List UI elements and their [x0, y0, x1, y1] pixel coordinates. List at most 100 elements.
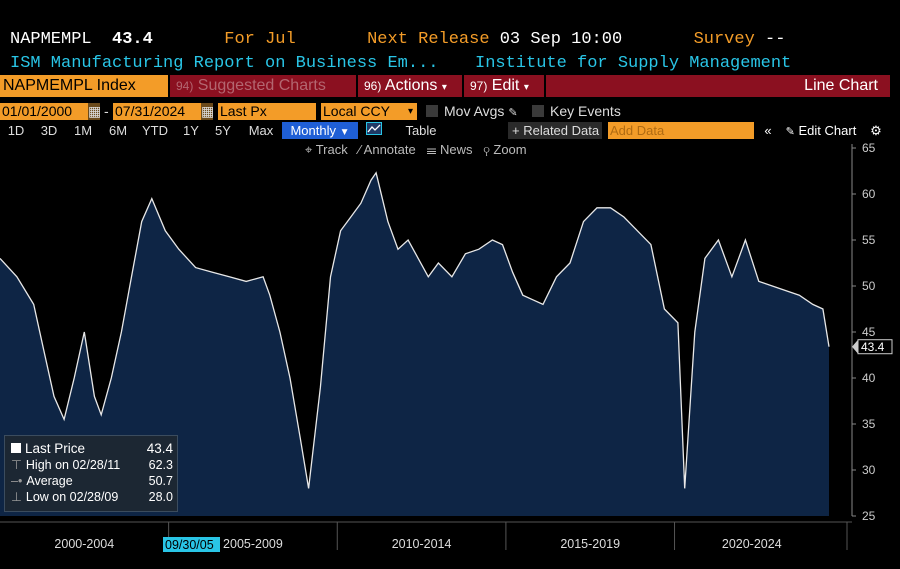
annotate-icon: ∕ [358, 142, 361, 157]
mov-avgs-label: Mov Avgs [444, 103, 505, 119]
gear-icon[interactable]: ⚙ [870, 123, 882, 138]
x-period-label: 2020-2024 [722, 537, 782, 551]
end-date-input[interactable]: 07/31/2024 [113, 103, 201, 120]
date-separator: - [104, 103, 109, 119]
actions-menu[interactable]: 96) Actions ▾ [358, 75, 462, 97]
source-name[interactable]: Institute for Supply Management [475, 54, 792, 73]
cursor-date-box [163, 537, 220, 552]
y-tick-label: 45 [862, 325, 876, 339]
suggested-num: 94) [176, 79, 194, 93]
field-select[interactable]: Last Px [218, 103, 316, 120]
crosshair-icon: ⌖ [305, 142, 313, 157]
legend-high: ⊤ High on 02/28/11 62.3 [11, 457, 175, 473]
chevron-down-icon: ▾ [523, 82, 529, 93]
suggested-charts-button[interactable]: 94) Suggested Charts [170, 75, 356, 97]
legend-last-label: Last Price [25, 441, 86, 456]
y-tick-label: 60 [862, 187, 876, 201]
actions-num: 96) [364, 79, 382, 93]
news-icon: ☰ [426, 142, 437, 157]
series-area [0, 172, 829, 517]
series-description[interactable]: ISM Manufacturing Report on Business Em.… [10, 54, 439, 73]
calendar-icon[interactable]: ▦ [201, 103, 215, 120]
legend-last-value: 43.4 [146, 441, 173, 456]
security-field[interactable]: NAPMEMPL Index [0, 75, 168, 97]
news-tool[interactable]: ☰ News [427, 142, 473, 157]
track-label: Track [315, 142, 348, 157]
legend-low: ⊥ Low on 02/28/09 28.0 [11, 489, 175, 505]
mov-avgs-toggle[interactable]: Mov Avgs ✎ [426, 103, 518, 119]
toolbar-ranges: 1D 3D 1M 6M YTD 1Y 5Y Max Monthly ▼ Tabl… [0, 122, 890, 139]
frequency-select[interactable]: Monthly ▼ [282, 122, 358, 139]
track-tool[interactable]: ⌖ Track [305, 142, 348, 157]
actions-label: Actions [384, 77, 438, 94]
legend-low-label: Low on 02/28/09 [25, 490, 119, 504]
currency-select[interactable]: Local CCY ▾ [321, 103, 417, 120]
line-chart-icon[interactable] [362, 122, 386, 139]
header-line-1: NAPMEMPL 43.4 For Jul Next Release 03 Se… [10, 30, 785, 49]
range-ytd[interactable]: YTD [142, 123, 168, 138]
pencil-icon: ✎ [785, 126, 795, 138]
chevron-down-icon: ▾ [407, 106, 413, 117]
edit-chart-button[interactable]: ✎ Edit Chart [780, 122, 862, 139]
table-button[interactable]: Table [405, 123, 437, 138]
survey-label: Survey [693, 30, 755, 49]
zoom-tool[interactable]: ⚲ Zoom [483, 142, 526, 157]
range-6m[interactable]: 6M [108, 123, 128, 138]
last-value-label: 43.4 [861, 340, 885, 354]
chart-tools: ⌖ Track ∕ Annotate ☰ News ⚲ Zoom [305, 142, 527, 159]
range-3d[interactable]: 3D [40, 123, 58, 138]
for-period: Jul [265, 30, 296, 49]
edit-label: Edit [491, 77, 520, 94]
edit-num: 97) [470, 79, 488, 93]
line-chart[interactable]: 25 30 35 40 45 50 55 60 65 43.4 2000-2004 2005-2009… [0, 138, 900, 558]
y-tick-label: 25 [862, 509, 876, 523]
x-period-label: 2005-2009 [223, 537, 283, 551]
zoom-icon: ⚲ [483, 142, 490, 157]
edit-chart-label: Edit Chart [798, 123, 857, 138]
start-date-input[interactable]: 01/01/2000 [0, 103, 88, 120]
header-line-2: ISM Manufacturing Report on Business Em.… [10, 54, 890, 73]
x-period-label: 2000-2004 [54, 537, 114, 551]
chevron-down-icon: ▼ [339, 127, 350, 138]
y-tick-label: 35 [862, 417, 876, 431]
news-label: News [439, 142, 473, 157]
y-tick-label: 55 [862, 233, 876, 247]
chart-type-label[interactable]: Line Chart [546, 75, 890, 97]
next-release-value: 03 Sep 10:00 [499, 30, 623, 49]
collapse-icon[interactable]: « [764, 123, 772, 138]
y-tick-label: 50 [862, 279, 876, 293]
range-max[interactable]: Max [248, 123, 274, 138]
average-marker-icon: –• [11, 474, 23, 488]
x-period-label: 2010-2014 [392, 537, 452, 551]
suggested-label: Suggested Charts [197, 77, 326, 94]
chevron-down-icon: ▾ [441, 82, 447, 93]
annotate-label: Annotate [363, 142, 416, 157]
y-tick-label: 65 [862, 141, 876, 155]
checkbox-icon [426, 105, 438, 117]
ticker: NAPMEMPL [10, 30, 92, 49]
next-release-label: Next Release [367, 30, 490, 49]
checkbox-icon [532, 105, 544, 117]
legend-high-value: 62.3 [148, 458, 173, 472]
for-label: For [224, 30, 255, 49]
range-1m[interactable]: 1M [73, 123, 93, 138]
chart-legend: Last Price 43.4 ⊤ High on 02/28/11 62.3 –… [4, 435, 178, 512]
zoom-label: Zoom [493, 142, 527, 157]
high-marker-icon: ⊤ [11, 458, 22, 472]
range-1d[interactable]: 1D [7, 123, 25, 138]
edit-menu[interactable]: 97) Edit ▾ [464, 75, 544, 97]
legend-last-price: Last Price 43.4 [11, 441, 175, 457]
legend-low-value: 28.0 [148, 490, 173, 504]
key-events-toggle[interactable]: Key Events [532, 103, 621, 119]
annotate-tool[interactable]: ∕ Annotate [359, 142, 416, 157]
related-data-button[interactable]: + Related Data [508, 122, 602, 139]
calendar-icon[interactable]: ▦ [88, 103, 102, 120]
range-5y[interactable]: 5Y [215, 123, 231, 138]
pencil-icon: ✎ [508, 107, 518, 119]
range-1y[interactable]: 1Y [183, 123, 199, 138]
add-data-input[interactable]: Add Data [608, 122, 754, 139]
legend-average-value: 50.7 [148, 474, 173, 488]
last-value-pointer [852, 339, 858, 354]
key-events-label: Key Events [550, 103, 621, 119]
series-line [0, 171, 830, 489]
